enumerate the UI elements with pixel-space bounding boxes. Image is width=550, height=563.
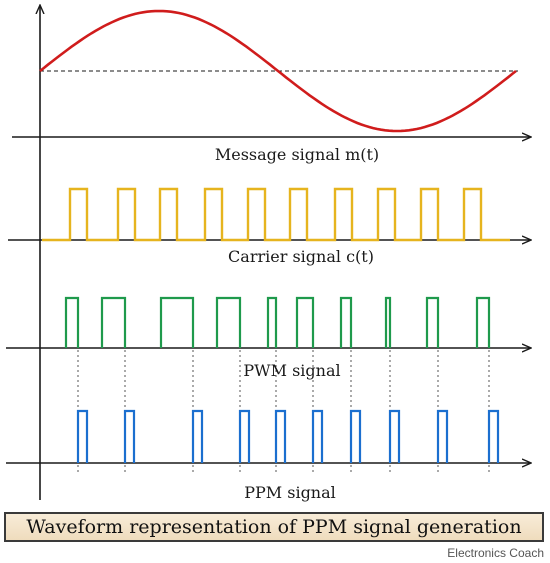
message-signal-label: Message signal m(t) [215, 145, 379, 164]
carrier-signal-wave [42, 187, 510, 242]
caption-text: Waveform representation of PPM signal ge… [26, 516, 522, 538]
ppm-signal-wave [76, 409, 500, 463]
pwm-to-ppm-guides [77, 350, 490, 475]
pwm-signal-label: PWM signal [243, 361, 340, 380]
ppm-waveform-diagram: Message signal m(t) Carrier signal c(t) … [6, 0, 550, 502]
credit-text: Electronics Coach [447, 546, 544, 560]
carrier-signal-label: Carrier signal c(t) [228, 247, 374, 266]
message-signal-curve [39, 9, 517, 133]
pwm-signal-wave [64, 296, 491, 348]
caption-banner: Waveform representation of PPM signal ge… [4, 512, 544, 542]
ppm-signal-label: PPM signal [244, 483, 336, 502]
